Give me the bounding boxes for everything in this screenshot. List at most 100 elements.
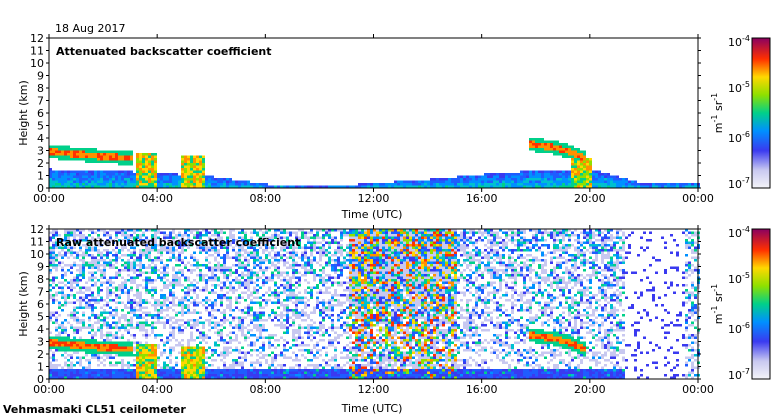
- heat-cell: [127, 170, 130, 173]
- heat-cell: [121, 249, 124, 252]
- heat-cell: [199, 356, 202, 359]
- heat-cell: [154, 158, 157, 161]
- heat-cell: [88, 349, 91, 352]
- heat-cell: [139, 341, 142, 344]
- heat-cell: [313, 185, 316, 188]
- heat-cell: [580, 150, 583, 153]
- heat-cell: [238, 349, 241, 352]
- heat-cell: [607, 183, 610, 186]
- heat-cell: [487, 175, 490, 178]
- heat-cell: [550, 183, 553, 186]
- heat-cell: [199, 180, 202, 183]
- heat-cell: [337, 299, 340, 302]
- heat-cell: [133, 301, 136, 304]
- heat-cell: [310, 286, 313, 289]
- heat-cell: [181, 359, 184, 362]
- heat-cell: [250, 334, 253, 337]
- heat-cell: [208, 364, 211, 367]
- heat-cell: [268, 229, 271, 232]
- heat-cell: [193, 374, 196, 377]
- heat-cell: [148, 346, 151, 349]
- heat-cell: [316, 374, 319, 377]
- heat-cell: [244, 351, 247, 354]
- heat-cell: [169, 361, 172, 364]
- heat-cell: [58, 339, 61, 342]
- heat-cell: [112, 254, 115, 257]
- heat-cell: [55, 299, 58, 302]
- heat-cell: [142, 361, 145, 364]
- heat-cell: [82, 291, 85, 294]
- heat-cell: [145, 244, 148, 247]
- heat-cell: [169, 178, 172, 181]
- heat-cell: [217, 276, 220, 279]
- heat-cell: [223, 259, 226, 262]
- heat-cell: [169, 366, 172, 369]
- heat-cell: [175, 279, 178, 282]
- heat-cell: [166, 234, 169, 237]
- heat-cell: [118, 316, 121, 319]
- heat-cell: [301, 234, 304, 237]
- heat-cell: [64, 229, 67, 232]
- heat-cell: [556, 145, 559, 148]
- heat-cell: [208, 374, 211, 377]
- heat-cell: [226, 178, 229, 181]
- heat-cell: [109, 369, 112, 372]
- heat-cell: [295, 241, 298, 244]
- heat-cell: [55, 326, 58, 329]
- heat-cell: [199, 246, 202, 249]
- heat-cell: [55, 239, 58, 242]
- heat-cell: [58, 349, 61, 352]
- heat-cell: [199, 354, 202, 357]
- heat-cell: [49, 269, 52, 272]
- heat-cell: [100, 314, 103, 317]
- heat-cell: [175, 173, 178, 176]
- heat-cell: [61, 321, 64, 324]
- heat-cell: [337, 314, 340, 317]
- heat-cell: [304, 326, 307, 329]
- heat-cell: [586, 173, 589, 176]
- heat-cell: [247, 371, 250, 374]
- heat-cell: [220, 334, 223, 337]
- heat-cell: [271, 261, 274, 264]
- heat-cell: [232, 361, 235, 364]
- heat-cell: [145, 289, 148, 292]
- heat-cell: [439, 183, 442, 186]
- heat-cell: [205, 306, 208, 309]
- heat-cell: [289, 276, 292, 279]
- heat-cell: [334, 366, 337, 369]
- heat-cell: [157, 183, 160, 186]
- heat-cell: [82, 236, 85, 239]
- heat-cell: [325, 229, 328, 232]
- heat-cell: [601, 180, 604, 183]
- heat-cell: [127, 344, 130, 347]
- heat-cell: [532, 175, 535, 178]
- heat-cell: [103, 344, 106, 347]
- heat-cell: [517, 183, 520, 186]
- heat-cell: [274, 314, 277, 317]
- heat-cell: [313, 364, 316, 367]
- heat-cell: [289, 264, 292, 267]
- heat-cell: [61, 339, 64, 342]
- heat-cell: [181, 165, 184, 168]
- heat-cell: [127, 311, 130, 314]
- heat-cell: [562, 155, 565, 158]
- heat-cell: [157, 374, 160, 377]
- heat-cell: [604, 185, 607, 188]
- heat-cell: [151, 349, 154, 352]
- heat-cell: [64, 361, 67, 364]
- heat-cell: [574, 153, 577, 156]
- heat-cell: [577, 173, 580, 176]
- heat-cell: [307, 359, 310, 362]
- heat-cell: [241, 346, 244, 349]
- heat-cell: [154, 170, 157, 173]
- heat-cell: [175, 284, 178, 287]
- heat-cell: [163, 231, 166, 234]
- heat-cell: [181, 246, 184, 249]
- heat-cell: [49, 341, 52, 344]
- heat-cell: [316, 236, 319, 239]
- heat-cell: [250, 281, 253, 284]
- heat-cell: [517, 180, 520, 183]
- heat-cell: [136, 185, 139, 188]
- heat-cell: [115, 314, 118, 317]
- heat-cell: [85, 261, 88, 264]
